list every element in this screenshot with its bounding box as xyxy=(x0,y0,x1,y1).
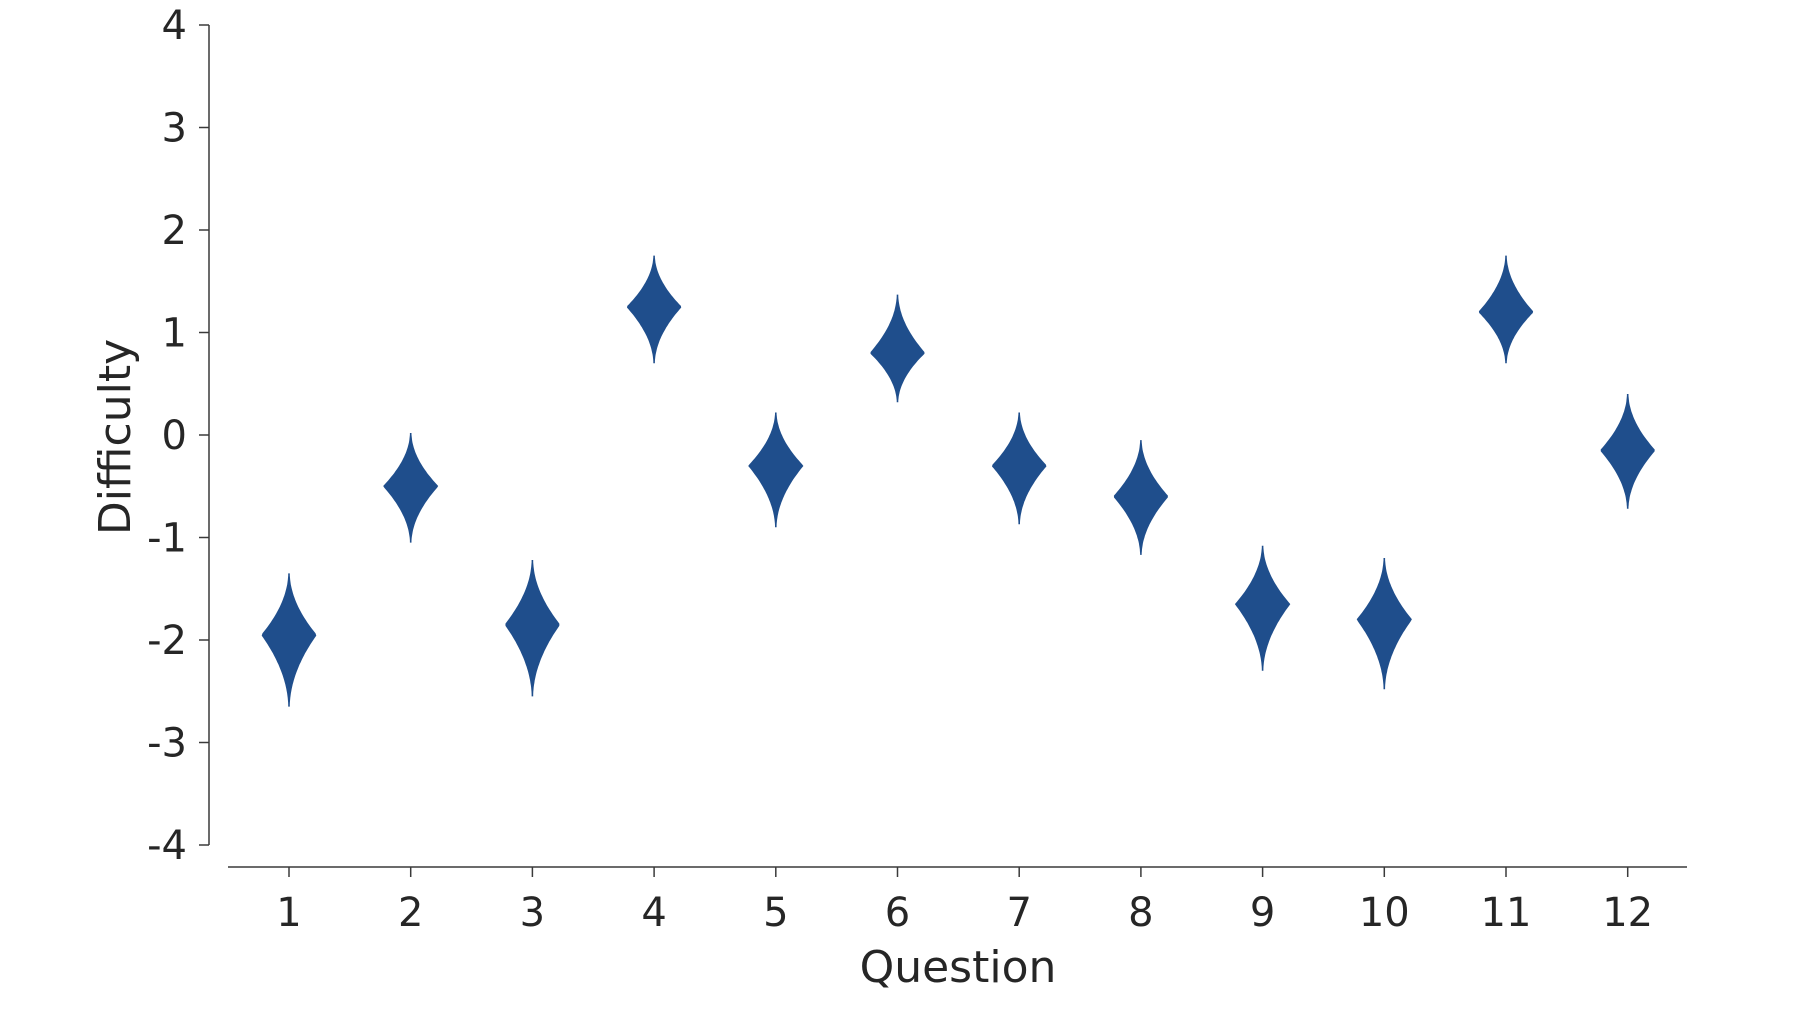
x-tick-label: 3 xyxy=(520,890,545,936)
violin-question-3 xyxy=(505,560,560,697)
y-tick-label: -2 xyxy=(147,618,187,664)
violin-question-7 xyxy=(992,412,1047,525)
x-tick-label: 12 xyxy=(1602,890,1653,936)
y-axis-title: Difficulty xyxy=(90,339,141,535)
violin-question-8 xyxy=(1113,440,1168,555)
x-tick-label: 1 xyxy=(276,890,301,936)
violin-question-11 xyxy=(1478,255,1534,364)
violin-question-6 xyxy=(870,294,925,403)
x-tick-label: 8 xyxy=(1128,890,1153,936)
x-tick-label: 7 xyxy=(1006,890,1031,936)
y-tick-label: 1 xyxy=(162,311,187,357)
y-tick-label: -4 xyxy=(147,823,187,869)
y-tick-label: -1 xyxy=(147,516,187,562)
violin-question-10 xyxy=(1356,558,1412,690)
violin-group xyxy=(261,255,1655,707)
violin-question-2 xyxy=(383,433,439,543)
y-tick-label: 3 xyxy=(162,106,187,152)
x-axis-title: Question xyxy=(860,942,1057,993)
violin-question-1 xyxy=(261,573,317,707)
x-tick-label: 4 xyxy=(641,890,666,936)
violin-question-4 xyxy=(627,255,682,364)
y-tick-label: -3 xyxy=(147,721,187,767)
x-tick-label: 10 xyxy=(1359,890,1410,936)
x-tick-label: 2 xyxy=(398,890,423,936)
y-axis: -4 -3 -2 -1 0 1 2 3 4 xyxy=(147,3,210,869)
x-tick-label: 6 xyxy=(885,890,910,936)
violin-question-5 xyxy=(748,412,804,528)
y-tick-label: 0 xyxy=(162,413,187,459)
x-axis: 1 2 3 4 5 6 7 8 9 10 11 12 xyxy=(228,866,1687,936)
x-tick-label: 9 xyxy=(1250,890,1275,936)
violin-question-12 xyxy=(1600,394,1655,509)
x-tick-label: 5 xyxy=(763,890,788,936)
violin-question-9 xyxy=(1234,545,1291,671)
x-tick-label: 11 xyxy=(1481,890,1532,936)
y-tick-label: 4 xyxy=(162,3,187,49)
y-tick-label: 2 xyxy=(162,208,187,254)
